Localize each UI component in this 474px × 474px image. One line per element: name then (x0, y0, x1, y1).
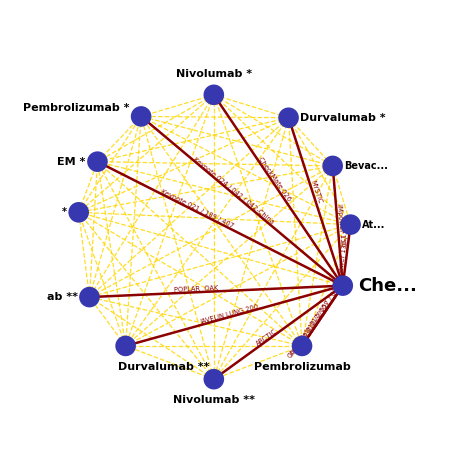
Text: Pembrolizumab *: Pembrolizumab * (23, 103, 129, 113)
Text: CheckMate 026: CheckMate 026 (257, 156, 292, 202)
Point (122, 342, 129, 350)
Point (137, 113, 145, 120)
Text: IMpower 150: IMpower 150 (336, 204, 346, 247)
Text: Keynote 010 (2/10): Keynote 010 (2/10) (289, 301, 330, 357)
Text: *: * (62, 207, 67, 217)
Text: ARCTIC: ARCTIC (255, 328, 278, 347)
Point (285, 114, 292, 121)
Text: Durvalumab **: Durvalumab ** (118, 362, 210, 372)
Text: POPLAR  OAK: POPLAR OAK (173, 285, 218, 293)
Text: Keynote 024 / 042 / 042-China: Keynote 024 / 042 / 042-China (192, 156, 275, 225)
Point (298, 342, 306, 350)
Point (94, 158, 101, 165)
Text: ab **: ab ** (47, 292, 78, 302)
Text: Keynote 021 / 189 / 407: Keynote 021 / 189 / 407 (160, 188, 234, 229)
Text: Che...: Che... (358, 277, 417, 295)
Text: At...: At... (362, 219, 386, 229)
Point (75, 209, 82, 216)
Text: EM *: EM * (57, 156, 86, 167)
Point (210, 91, 218, 99)
Point (210, 375, 218, 383)
Point (86, 293, 93, 301)
Text: Bevac...: Bevac... (345, 161, 388, 171)
Point (339, 282, 346, 290)
Point (347, 221, 355, 228)
Point (329, 162, 337, 170)
Text: IMpower 130 / 131: IMpower 130 / 131 (337, 221, 351, 283)
Text: CheckMate 017/ 057 / 078: CheckMate 017/ 057 / 078 (287, 283, 343, 359)
Text: MYSTIC: MYSTIC (309, 180, 322, 205)
Text: Nivolumab *: Nivolumab * (176, 69, 252, 79)
Text: Durvalumab *: Durvalumab * (301, 113, 386, 123)
Text: JAVELIN LUNG 200: JAVELIN LUNG 200 (200, 303, 259, 325)
Text: Pembrolizumab: Pembrolizumab (254, 362, 350, 372)
Text: Nivolumab **: Nivolumab ** (173, 395, 255, 405)
